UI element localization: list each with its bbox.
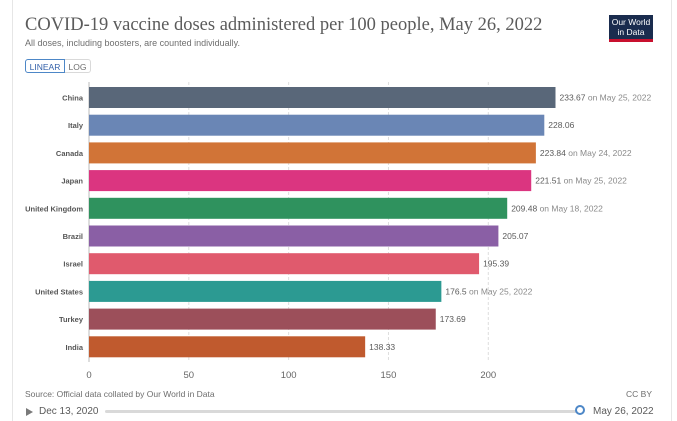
x-axis-ticks: 0 50 100 150 200 xyxy=(86,370,496,381)
license-badge[interactable]: CC BY xyxy=(626,389,652,399)
timeline-start-date: Dec 13, 2020 xyxy=(39,406,99,417)
bar[interactable] xyxy=(89,197,508,219)
logo-line-1: Our World xyxy=(611,17,651,27)
value-label: 223.84 on May 24, 2022 xyxy=(540,148,632,158)
source-note: Source: Official data collated by Our Wo… xyxy=(25,389,215,399)
logo-line-2: in Data xyxy=(617,27,645,37)
date-note: on May 18, 2022 xyxy=(537,203,603,213)
bar[interactable] xyxy=(89,114,545,136)
value-label: 173.69 xyxy=(440,314,466,324)
timeline-track[interactable] xyxy=(105,410,581,413)
play-icon[interactable] xyxy=(26,408,33,416)
value-label: 221.51 on May 25, 2022 xyxy=(535,176,627,186)
value-label: 195.39 xyxy=(483,259,509,269)
timeline-handle[interactable] xyxy=(575,405,585,415)
category-label: United Kingdom xyxy=(25,204,83,213)
category-label: Italy xyxy=(68,121,84,130)
value-label: 233.67 on May 25, 2022 xyxy=(560,93,652,103)
x-tick-label: 0 xyxy=(86,370,91,381)
category-label: Canada xyxy=(56,149,84,158)
x-tick-label: 50 xyxy=(184,370,195,381)
date-note: on May 25, 2022 xyxy=(561,176,627,186)
date-note: on May 25, 2022 xyxy=(467,286,533,296)
category-label: Turkey xyxy=(59,315,84,324)
x-tick-label: 150 xyxy=(381,370,397,381)
bar[interactable] xyxy=(89,308,436,330)
date-note: on May 24, 2022 xyxy=(566,148,632,158)
chart-title: COVID-19 vaccine doses administered per … xyxy=(25,15,543,35)
linear-scale-button[interactable]: LINEAR xyxy=(25,59,65,73)
bar[interactable] xyxy=(89,280,442,302)
value-label: 176.5 on May 25, 2022 xyxy=(445,286,532,296)
category-label: Israel xyxy=(63,260,83,269)
category-label: Brazil xyxy=(63,232,83,241)
category-label: United States xyxy=(35,287,83,296)
value-label: 205.07 xyxy=(502,231,528,241)
log-scale-button[interactable]: LOG xyxy=(65,59,91,73)
bar[interactable] xyxy=(89,87,556,108)
bar-labels: China 233.67 on May 25, 2022 Italy 228.06 Ca… xyxy=(25,93,651,352)
bar[interactable] xyxy=(89,225,499,247)
bar[interactable] xyxy=(89,170,532,192)
value-label: 209.48 on May 18, 2022 xyxy=(511,203,603,213)
x-tick-label: 100 xyxy=(281,370,297,381)
value-label: 228.06 xyxy=(548,120,574,130)
x-tick-label: 200 xyxy=(480,370,496,381)
timeline-end-date: May 26, 2022 xyxy=(593,406,654,417)
category-label: India xyxy=(65,343,83,352)
date-note: on May 25, 2022 xyxy=(586,93,652,103)
value-label: 138.33 xyxy=(369,342,395,352)
bar[interactable] xyxy=(89,336,366,358)
category-label: China xyxy=(62,94,84,103)
bars xyxy=(89,87,556,358)
bar[interactable] xyxy=(89,253,480,275)
owid-logo[interactable]: Our World in Data xyxy=(609,15,653,42)
chart-subtitle: All doses, including boosters, are count… xyxy=(25,38,240,48)
chart-frame xyxy=(12,0,672,421)
bar[interactable] xyxy=(89,142,536,164)
category-label: Japan xyxy=(61,177,83,186)
